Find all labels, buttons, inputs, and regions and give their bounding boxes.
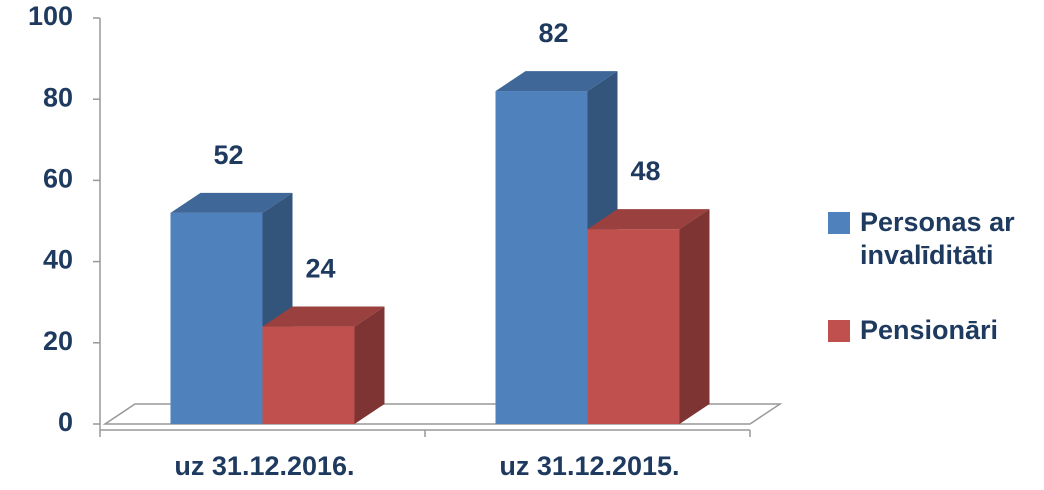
bar [587,229,680,424]
bar-top [262,306,385,327]
bar-top [495,71,618,92]
bar-side [354,306,385,424]
legend-label: Personas ar invalīditāti [860,207,1015,270]
x-tick-label: uz 31.12.2016. [174,451,354,481]
legend-swatch [828,212,850,234]
y-tick-label: 60 [43,164,73,194]
bar [262,326,355,424]
bar [495,91,588,424]
legend-swatch [828,320,850,342]
data-label: 52 [213,140,243,170]
y-tick-label: 80 [43,82,73,112]
bar-top [170,192,293,213]
legend-item: Pensionāri [828,314,1038,347]
y-tick-label: 20 [43,326,73,356]
legend: Personas ar invalīditāti Pensionāri [828,206,1038,389]
y-tick-label: 40 [43,245,73,275]
bar [170,212,263,424]
y-tick-label: 0 [58,407,73,437]
y-tick-label: 100 [28,1,73,31]
data-label: 48 [630,156,660,186]
bar-side [679,209,710,424]
bar-top [587,209,710,230]
data-label: 82 [538,18,568,48]
legend-item: Personas ar invalīditāti [828,206,1038,272]
x-tick-label: uz 31.12.2015. [499,451,679,481]
legend-label: Pensionāri [860,315,999,345]
data-label: 24 [305,254,335,284]
